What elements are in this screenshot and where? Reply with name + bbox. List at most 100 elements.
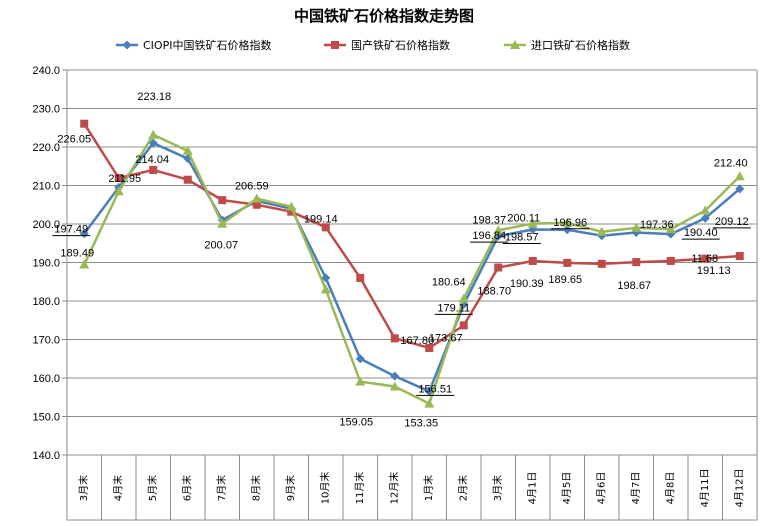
data-label-text: 188.70	[477, 286, 511, 298]
x-tick-label: 3月末	[491, 475, 504, 501]
data-label-text: 11.68	[691, 253, 718, 265]
data-label: 223.18	[137, 91, 171, 103]
data-point	[735, 252, 744, 261]
legend-marker	[331, 41, 339, 49]
data-label-text: 179.11	[437, 302, 470, 314]
data-label-text: 200.11	[507, 213, 540, 225]
data-label-text: 197.36	[640, 219, 674, 231]
data-label-text: 206.59	[235, 181, 269, 193]
legend-item-3: 进口铁矿石价格指数	[504, 38, 630, 52]
data-point	[665, 224, 676, 234]
data-labels: 197.49 226.05 189.49 211.95 223.18 214.04 200.…	[52, 91, 751, 430]
data-label-text: 159.05	[339, 417, 373, 429]
legend-marker	[510, 40, 520, 49]
data-label: 189.65	[548, 274, 582, 286]
data-point	[389, 381, 400, 391]
data-label-text: 180.64	[432, 277, 466, 289]
data-label: 200.07	[204, 240, 238, 252]
x-tick-label: 4月6日	[595, 472, 607, 505]
legend-item-2: 国产铁矿石价格指数	[324, 38, 450, 52]
legend-marker	[122, 40, 132, 50]
x-tick-label: 4月5日	[561, 472, 573, 505]
data-point	[493, 225, 504, 235]
data-point	[458, 293, 469, 303]
data-label: 214.04	[135, 154, 169, 166]
data-label: 211.95	[108, 173, 141, 185]
data-point	[355, 376, 366, 386]
x-tick-label: 4月末	[111, 475, 124, 501]
data-label: 198.67	[617, 280, 651, 292]
data-point	[597, 259, 606, 268]
data-point	[321, 273, 331, 283]
data-point	[149, 165, 158, 174]
data-label-text: 226.05	[57, 134, 91, 146]
data-point	[666, 256, 675, 265]
x-tick-label: 12月末	[387, 472, 400, 505]
data-label: 226.05	[57, 134, 91, 146]
data-point	[251, 193, 262, 203]
x-tick-label: 10月末	[318, 472, 331, 505]
data-label: 212.40	[714, 157, 748, 169]
data-point	[390, 371, 400, 381]
data-point	[217, 218, 228, 228]
data-label-text: 211.95	[108, 173, 141, 185]
data-point	[735, 184, 745, 194]
series-layer	[79, 119, 745, 408]
y-tick-label: 210.0	[32, 181, 60, 193]
data-label-text: 153.35	[404, 418, 438, 430]
data-point	[390, 334, 399, 343]
data-point	[356, 273, 365, 282]
x-tick-label: 4月7日	[630, 472, 642, 505]
data-label-text: 212.40	[714, 157, 748, 169]
x-tick-label: 1月末	[422, 475, 435, 501]
data-point	[562, 225, 572, 235]
data-label-text: 156.51	[418, 383, 452, 395]
y-tick-label: 160.0	[32, 373, 60, 385]
y-tick-label: 180.0	[32, 296, 60, 308]
data-label-text: 189.65	[548, 274, 582, 286]
data-point	[252, 200, 261, 209]
data-label-text: 199.14	[304, 213, 338, 225]
data-label: 11.68	[691, 253, 718, 265]
data-point	[596, 226, 607, 236]
data-point	[79, 259, 90, 269]
data-label-text: 209.12	[715, 216, 749, 228]
y-tick-label: 140.0	[32, 450, 60, 462]
data-label: 209.12	[712, 216, 751, 229]
data-label-text: 214.04	[135, 154, 169, 166]
data-label-text: 196.84	[472, 230, 506, 242]
data-label-text: 198.37	[472, 214, 506, 226]
data-point	[527, 218, 538, 228]
data-point	[734, 171, 745, 181]
data-label: 197.49	[52, 224, 91, 237]
data-label-text: 197.49	[54, 224, 88, 236]
y-tick-label: 240.0	[32, 65, 60, 77]
data-point	[425, 343, 434, 352]
data-point	[701, 254, 710, 263]
data-point	[494, 263, 503, 272]
data-point	[148, 138, 158, 148]
x-axis: 3月末 4月末 5月末 6月末 7月末 8月末 9月末 10月末 11月末 12月末 1月末 2月末 3…	[66, 455, 758, 521]
data-label: 167.80	[400, 335, 434, 347]
series-line	[83, 123, 740, 350]
data-label-text: 200.07	[204, 240, 238, 252]
data-point	[631, 222, 642, 232]
data-point	[321, 223, 330, 232]
x-tick-label: 4月8日	[664, 472, 676, 505]
data-point	[424, 398, 435, 408]
y-axis: 140.0 150.0 160.0 170.0 180.0 190.0 200.0 210.0…	[32, 65, 758, 520]
data-label-text: 198.67	[617, 280, 651, 292]
chart-title: 中国铁矿石价格指数走势图	[294, 7, 474, 25]
data-label: 196.84	[470, 230, 509, 243]
series-line	[83, 133, 741, 405]
data-label-text: 167.80	[400, 335, 434, 347]
legend-label: CIOPI中国铁矿石价格指数	[143, 38, 271, 52]
data-label: 159.05	[339, 417, 373, 429]
data-point	[355, 354, 365, 364]
y-tick-label: 150.0	[32, 412, 60, 424]
data-label: 156.51	[416, 383, 455, 396]
data-label: 189.49	[60, 247, 94, 259]
x-tick-label: 7月末	[215, 475, 228, 501]
data-point	[287, 207, 296, 216]
data-point	[114, 173, 123, 182]
